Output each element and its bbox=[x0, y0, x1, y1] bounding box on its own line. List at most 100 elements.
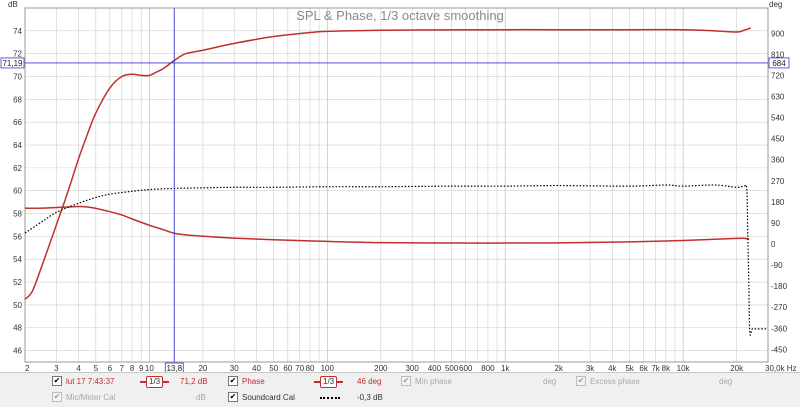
soundcard-cal-swatch bbox=[320, 392, 340, 404]
x-tick-label: 4k bbox=[608, 364, 617, 372]
y-right-tick-label: 540 bbox=[771, 114, 785, 123]
excess-phase-unit: deg bbox=[719, 377, 733, 386]
chart-title: SPL & Phase, 1/3 octave smoothing bbox=[296, 8, 504, 23]
phase-smoothing[interactable]: 1/3 bbox=[314, 376, 344, 388]
y-right-tick-label: 630 bbox=[771, 93, 785, 102]
y-left-tick-label: 70 bbox=[13, 73, 22, 82]
y-left-tick-label: 68 bbox=[13, 95, 22, 104]
y-left-tick-label: 54 bbox=[13, 255, 22, 264]
x-tick-label: 30,0k Hz bbox=[765, 364, 797, 372]
excess-phase-legend[interactable]: ✔ Excess phase bbox=[576, 376, 640, 388]
measurement-checkbox[interactable]: ✔ bbox=[52, 376, 62, 386]
x-tick-label: 5 bbox=[94, 364, 99, 372]
spl-phase-chart[interactable]: SPL & Phase, 1/3 octave smoothing dB deg… bbox=[0, 0, 800, 372]
x-tick-label: 100 bbox=[321, 364, 335, 372]
x-tick-label: 10 bbox=[145, 364, 154, 372]
mic-cal-name: Mic/Meter Cal bbox=[66, 393, 116, 402]
x-tick-label: 2 bbox=[25, 364, 30, 372]
excess-phase-name: Excess phase bbox=[590, 377, 640, 386]
y-left-tick-label: 60 bbox=[13, 187, 22, 196]
x-tick-label: 6 bbox=[108, 364, 113, 372]
plot-frame bbox=[24, 7, 769, 363]
y-left-tick-label: 72 bbox=[13, 50, 22, 59]
x-tick-label: 8k bbox=[662, 364, 671, 372]
curve-phase bbox=[24, 205, 750, 244]
phase-line-swatch-right bbox=[337, 380, 344, 383]
legend-row-1: ✔ lut 17 7:43:37 1/3 71,2 dB ✔ Phase 1/3 4… bbox=[0, 374, 800, 389]
x-tick-label: 3 bbox=[54, 364, 59, 372]
y-left-tick-label: 66 bbox=[13, 118, 22, 127]
phase-smoothing-tag[interactable]: 1/3 bbox=[320, 376, 338, 388]
x-tick-label: 200 bbox=[374, 364, 388, 372]
cursor-left-readout-box bbox=[0, 57, 25, 69]
y-left-tick-label: 74 bbox=[13, 27, 22, 36]
measurement-smoothing-tag[interactable]: 1/3 bbox=[146, 376, 164, 388]
soundcard-cal-legend[interactable]: ✔ Soundcard Cal bbox=[228, 392, 295, 404]
legend-row-2: ✔ Mic/Meter Cal dB ✔ Soundcard Cal -0,3 dB bbox=[0, 390, 800, 405]
x-tick-label: 600 bbox=[459, 364, 473, 372]
measurement-line-swatch-right bbox=[163, 380, 170, 383]
right-axis-unit: deg bbox=[769, 0, 782, 9]
mic-cal-checkbox[interactable]: ✔ bbox=[52, 392, 62, 402]
y-right-tick-label: 360 bbox=[771, 156, 785, 165]
x-tick-label: 6k bbox=[639, 364, 648, 372]
y-right-tick-label: -360 bbox=[771, 324, 788, 333]
phase-legend[interactable]: ✔ Phase bbox=[228, 376, 265, 388]
x-tick-label: 1k bbox=[501, 364, 510, 372]
y-left-tick-label: 58 bbox=[13, 210, 22, 219]
x-tick-label: 40 bbox=[252, 364, 261, 372]
mic-cal-unit: dB bbox=[196, 393, 206, 402]
x-tick-label: 8 bbox=[130, 364, 135, 372]
y-right-tick-label: 180 bbox=[771, 198, 785, 207]
legend-panel: ✔ lut 17 7:43:37 1/3 71,2 dB ✔ Phase 1/3 4… bbox=[0, 372, 800, 407]
x-axis-ticks: 2 3 4 5 6 7 8 9 10 20 30 40 50 60 70 80 100 200 300 400 500 6… bbox=[25, 364, 797, 372]
y-right-tick-label: -90 bbox=[771, 261, 783, 270]
measurement-name: lut 17 7:43:37 bbox=[66, 377, 115, 386]
x-tick-label: 2k bbox=[555, 364, 564, 372]
measurement-smoothing[interactable]: 1/3 bbox=[140, 376, 170, 388]
plot-border bbox=[24, 7, 769, 363]
mic-cal-legend[interactable]: ✔ Mic/Meter Cal bbox=[52, 392, 115, 404]
y-right-tick-label: 270 bbox=[771, 177, 785, 186]
y-right-tick-label: 720 bbox=[771, 71, 785, 80]
soundcard-cal-name: Soundcard Cal bbox=[242, 393, 295, 402]
x-tick-label: 800 bbox=[481, 364, 495, 372]
cursor-left-readout: 71,19 bbox=[2, 59, 23, 68]
x-tick-label: 3k bbox=[586, 364, 595, 372]
x-tick-label: 7 bbox=[120, 364, 125, 372]
measurement-legend[interactable]: ✔ lut 17 7:43:37 bbox=[52, 376, 114, 388]
cursor-x-readout-box bbox=[164, 362, 184, 372]
x-tick-label: 10k bbox=[677, 364, 691, 372]
y-right-tick-label: 450 bbox=[771, 135, 785, 144]
chart-curves bbox=[24, 27, 768, 336]
x-tick-label: 500 bbox=[445, 364, 459, 372]
measurement-value: 71,2 dB bbox=[180, 377, 208, 386]
x-tick-label: 30 bbox=[230, 364, 239, 372]
min-phase-legend[interactable]: ✔ Min phase bbox=[401, 376, 452, 388]
soundcard-cal-checkbox[interactable]: ✔ bbox=[228, 392, 238, 402]
x-tick-label: 50 bbox=[269, 364, 278, 372]
y-right-tick-label: -270 bbox=[771, 303, 788, 312]
y-left-tick-label: 50 bbox=[13, 301, 22, 310]
x-tick-label: 5k bbox=[625, 364, 634, 372]
x-tick-label: 300 bbox=[405, 364, 419, 372]
phase-checkbox[interactable]: ✔ bbox=[228, 376, 238, 386]
curve-lut-17-7-43-37 bbox=[24, 27, 752, 300]
x-tick-label: 7k bbox=[651, 364, 660, 372]
phase-line-swatch-left bbox=[314, 380, 320, 383]
y-right-tick-label: -180 bbox=[771, 282, 788, 291]
y-left-tick-label: 64 bbox=[13, 141, 22, 150]
phase-name: Phase bbox=[242, 377, 265, 386]
min-phase-checkbox[interactable]: ✔ bbox=[401, 376, 411, 386]
measurement-line-swatch-left bbox=[140, 380, 146, 383]
x-tick-label: 20 bbox=[198, 364, 207, 372]
phase-value: 46 deg bbox=[357, 377, 382, 386]
y-left-tick-label: 52 bbox=[13, 278, 22, 287]
y-left-tick-label: 56 bbox=[13, 232, 22, 241]
left-axis-unit: dB bbox=[8, 0, 18, 9]
cursor-right-readout-box bbox=[768, 57, 790, 69]
excess-phase-checkbox[interactable]: ✔ bbox=[576, 376, 586, 386]
cursor-right-readout: 684 bbox=[772, 59, 786, 68]
y-right-tick-label: 90 bbox=[771, 219, 780, 228]
